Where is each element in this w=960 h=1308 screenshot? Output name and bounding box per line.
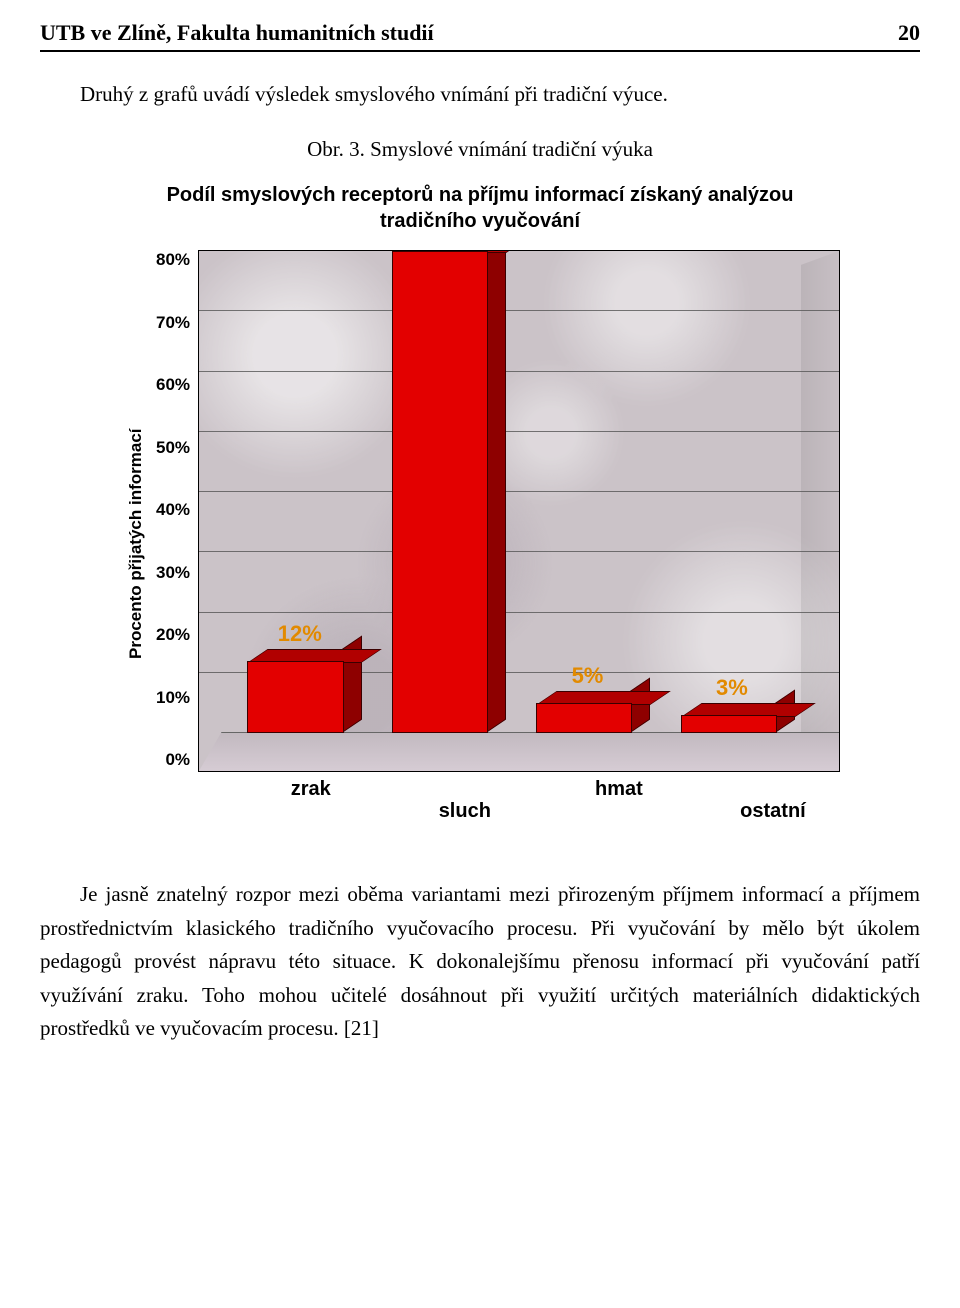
bar-value-label: 3% xyxy=(716,675,748,701)
y-tick: 30% xyxy=(156,563,190,583)
chart-title-line2: tradičního vyučování xyxy=(380,210,580,232)
bar-value-label: 12% xyxy=(278,621,322,647)
x-label-sluch: sluch xyxy=(415,800,515,823)
y-tick: 60% xyxy=(156,375,190,395)
y-tick: 80% xyxy=(156,250,190,270)
bars-layer: 12% 80% 5% 3% xyxy=(199,251,801,733)
bar-ostatní: 3% xyxy=(681,715,777,733)
figure-caption: Obr. 3. Smyslové vnímání tradiční výuka xyxy=(40,137,920,162)
y-tick: 0% xyxy=(165,750,190,770)
chart-title-line1: Podíl smyslových receptorů na příjmu inf… xyxy=(167,184,794,206)
plot-backwall xyxy=(801,251,839,772)
intro-paragraph: Druhý z grafů uvádí výsledek smyslového … xyxy=(40,82,920,107)
header-page-number: 20 xyxy=(898,20,920,46)
x-label-zrak: zrak xyxy=(261,778,361,801)
bar-zrak: 12% xyxy=(247,661,343,733)
y-tick: 10% xyxy=(156,688,190,708)
y-tick: 20% xyxy=(156,625,190,645)
bar-front xyxy=(247,661,343,733)
x-label-hmat: hmat xyxy=(569,778,669,801)
y-tick: 50% xyxy=(156,438,190,458)
header-institution: UTB ve Zlíně, Fakulta humanitních studií xyxy=(40,20,434,46)
bar-front xyxy=(681,715,777,733)
bar-hmat: 5% xyxy=(536,703,632,733)
chart-area: Procento přijatých informací 80% 70% 60% 50… xyxy=(120,250,840,838)
chart-title: Podíl smyslových receptorů na příjmu inf… xyxy=(120,182,840,234)
chart-container: Podíl smyslových receptorů na příjmu inf… xyxy=(120,182,840,838)
y-tick: 40% xyxy=(156,500,190,520)
bar-side xyxy=(630,677,650,733)
page-header: UTB ve Zlíně, Fakulta humanitních studií… xyxy=(40,20,920,52)
plot-wrap: 12% 80% 5% 3% zrak sluch hmat ostatní xyxy=(198,250,840,838)
bar-sluch: 80% xyxy=(392,251,488,733)
y-axis-label: Procento přijatých informací xyxy=(120,250,152,838)
x-axis: zrak sluch hmat ostatní xyxy=(198,778,840,838)
y-tick: 70% xyxy=(156,313,190,333)
plot-area: 12% 80% 5% 3% xyxy=(198,250,840,772)
y-axis-ticks: 80% 70% 60% 50% 40% 30% 20% 10% 0% xyxy=(152,250,198,770)
bar-side xyxy=(486,250,506,733)
plot-floor xyxy=(199,732,840,771)
body-text: Je jasně znatelný rozpor mezi oběma vari… xyxy=(40,878,920,1046)
bar-front xyxy=(536,703,632,733)
body-paragraph: Je jasně znatelný rozpor mezi oběma vari… xyxy=(40,878,920,1046)
x-label-ostatní: ostatní xyxy=(723,800,823,823)
bar-front xyxy=(392,251,488,733)
bar-value-label: 5% xyxy=(572,663,604,689)
